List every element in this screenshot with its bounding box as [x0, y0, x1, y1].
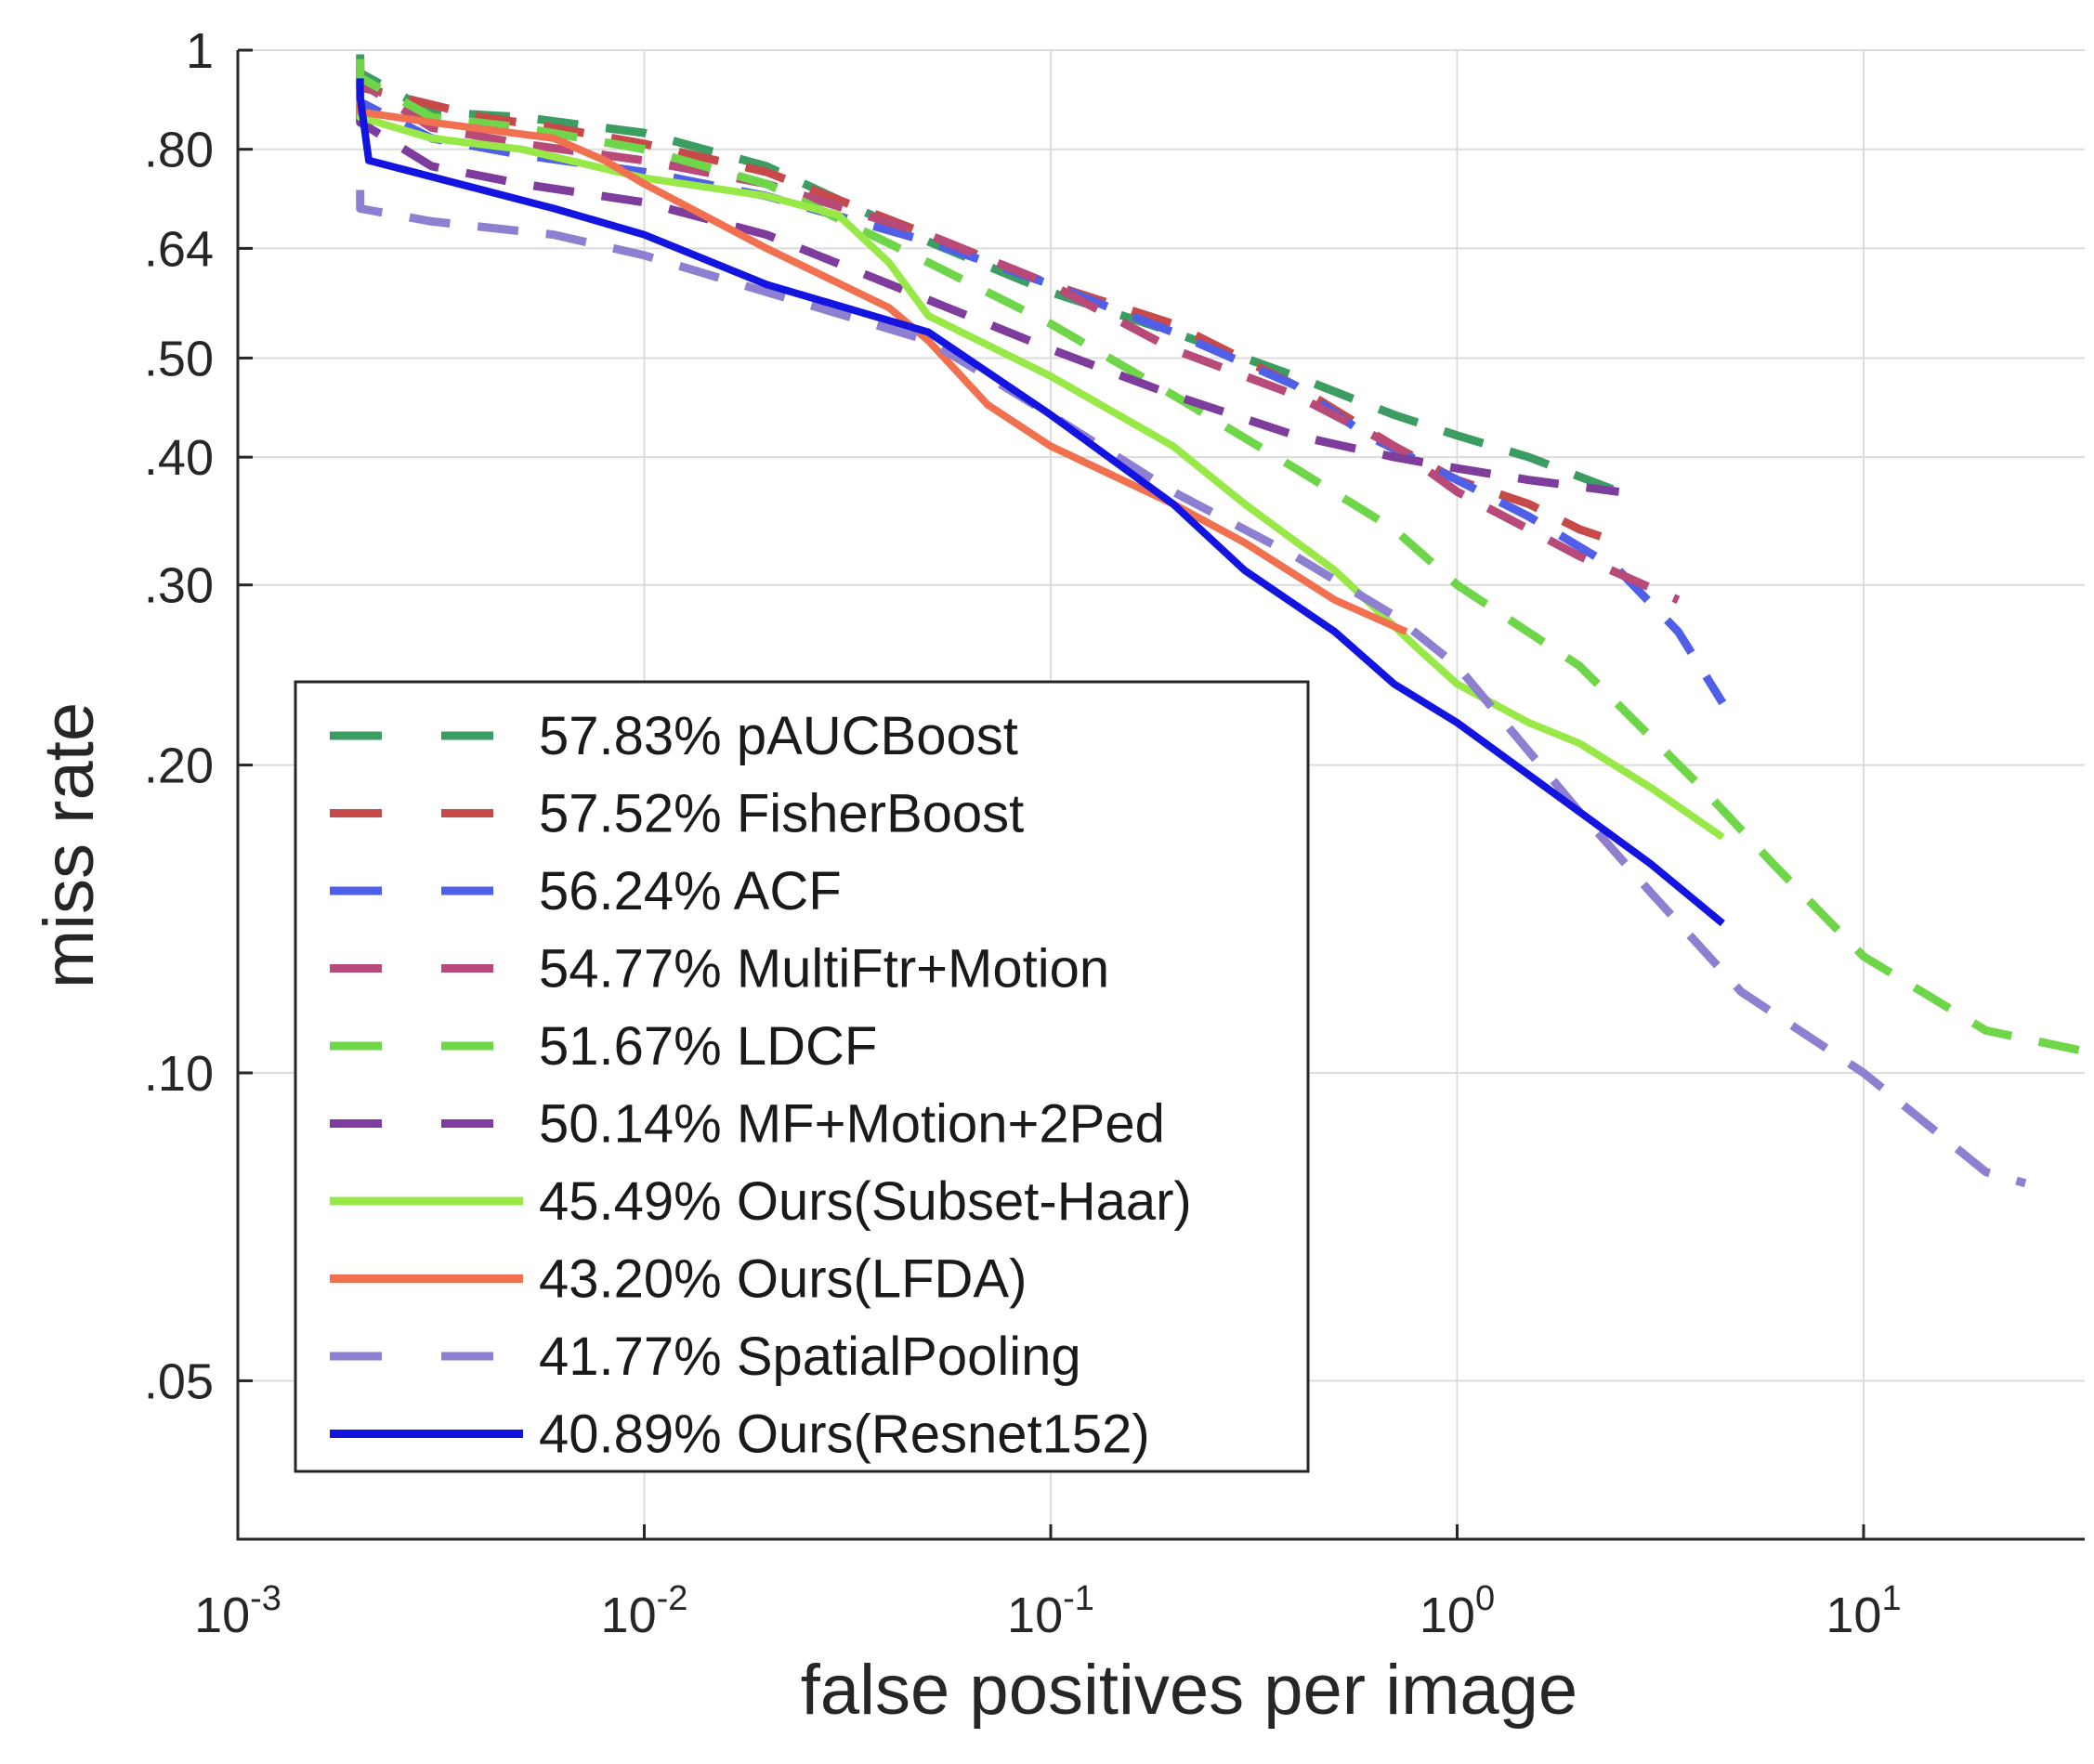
x-tick-label: 10-2 [601, 1579, 688, 1643]
y-axis-label: miss rate [30, 702, 109, 988]
legend-label: 41.77% SpatialPooling [539, 1326, 1081, 1387]
x-tick-label: 10-1 [1007, 1579, 1094, 1643]
legend-label: 57.52% FisherBoost [539, 784, 1024, 844]
legend-label: 50.14% MF+Motion+2Ped [539, 1094, 1165, 1155]
y-tick-label: .80 [144, 123, 214, 178]
series-line-acf [356, 83, 1727, 706]
legend-label: 43.20% Ours(LFDA) [539, 1249, 1027, 1310]
legend-label: 57.83% pAUCBoost [539, 706, 1018, 766]
y-tick-label: .50 [144, 331, 214, 386]
series-line-ours-lfda- [356, 93, 1408, 635]
legend-label: 54.77% MultiFtr+Motion [539, 939, 1109, 1000]
y-tick-label: .20 [144, 738, 214, 794]
legend-label: 45.49% Ours(Subset-Haar) [539, 1171, 1192, 1232]
y-tick-label: .40 [144, 430, 214, 486]
series-line-multiftr-motion [356, 63, 1681, 605]
x-tick-label: 101 [1826, 1579, 1901, 1643]
series-line-spatialpooling [356, 189, 2027, 1188]
x-tick-label: 100 [1420, 1579, 1495, 1643]
series-line-fisherboost [356, 68, 1621, 547]
y-tick-label: .64 [144, 221, 214, 277]
axis-frame [236, 50, 2085, 1541]
series-line-ours-resnet152- [356, 78, 1725, 927]
tick-labels: 10-3 10-2 10-1 100 101 1 .80 .64 .50 .40 .30 .20 .10… [144, 23, 1902, 1643]
series-line-ldcf [356, 59, 2085, 1056]
legend-label: 51.67% LDCF [539, 1016, 877, 1077]
y-tick-label: .10 [144, 1046, 214, 1102]
x-axis-label: false positives per image [801, 1651, 1577, 1730]
legend-label: 56.24% ACF [539, 861, 842, 921]
series-line-paucboost [356, 54, 1621, 496]
y-tick-label: .05 [144, 1353, 214, 1409]
y-tick-label: .30 [144, 558, 214, 614]
y-tick-label: 1 [186, 23, 214, 79]
axes [236, 48, 2085, 1541]
x-tick-label: 10-3 [194, 1579, 281, 1643]
legend-entries: 57.83% pAUCBoost 57.52% FisherBoost 56.24%… [330, 706, 1192, 1465]
series-line-ours-subset-haar- [356, 98, 1725, 841]
legend-label: 40.89% Ours(Resnet152) [539, 1405, 1150, 1465]
legend: 57.83% pAUCBoost 57.52% FisherBoost 56.24%… [294, 680, 1310, 1473]
curves [356, 54, 2085, 1188]
